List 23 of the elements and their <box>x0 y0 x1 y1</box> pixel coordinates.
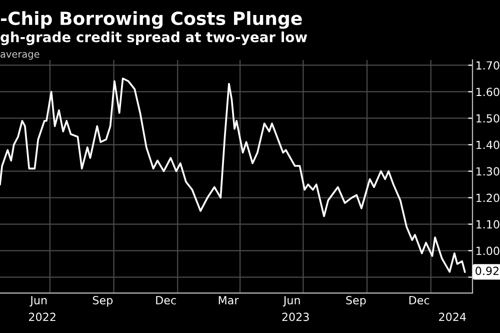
x-tick-label: Jun <box>282 296 300 306</box>
x-tick-label: Mar <box>218 296 239 304</box>
x2-tick-label: 2024 <box>439 312 466 322</box>
x-tick-label: Sep <box>92 296 113 307</box>
chart-subtitle: gh-grade credit spread at two-year low <box>0 32 308 46</box>
x-tick-label: Sep <box>346 296 366 307</box>
y-tick-label: 1.70 <box>476 61 500 70</box>
y-tick-label: 1.60 <box>476 88 500 96</box>
y-tick-label: 1.50 <box>476 114 500 123</box>
annotation: 0.92 <box>476 266 498 276</box>
x2-tick-label: 2022 <box>29 312 56 322</box>
y-tick-label: 1.00 <box>476 246 500 256</box>
y-tick-label: 1.20 <box>476 194 500 202</box>
y-tick-label: 1.10 <box>476 220 500 229</box>
x-tick-label: Dec <box>409 296 430 304</box>
y-tick-label: 1.40 <box>476 140 500 150</box>
y-axis-title: average <box>0 52 40 60</box>
x-tick-label: Jun <box>30 296 47 306</box>
x-tick-label: Dec <box>156 296 176 304</box>
line-series <box>0 78 466 273</box>
chart-title: -Chip Borrowing Costs Plunge <box>0 11 302 29</box>
y-tick-label: 1.30 <box>476 167 500 176</box>
x2-tick-label: 2023 <box>282 312 309 322</box>
